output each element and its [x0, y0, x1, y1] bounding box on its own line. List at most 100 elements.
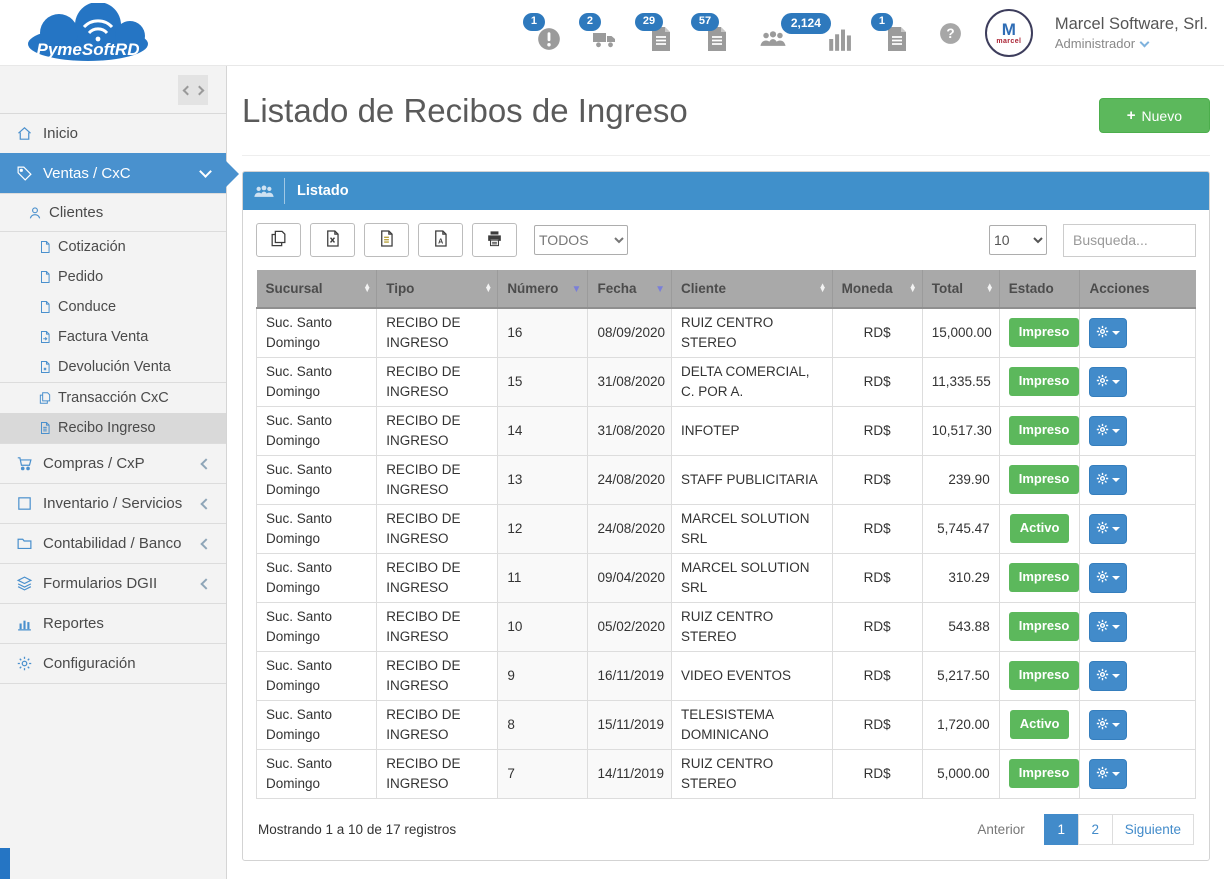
row-actions-button[interactable]: [1089, 513, 1128, 544]
row-actions-button[interactable]: [1089, 464, 1128, 495]
sidebar-item-cotizacion[interactable]: Cotización: [0, 231, 226, 262]
user-menu[interactable]: Marcel Software, Srl. Administrador: [1055, 13, 1208, 53]
cell-estado: Impreso: [998, 307, 1081, 358]
pagination: Anterior 1 2 Siguiente: [965, 813, 1194, 845]
caret-down-icon: [1112, 379, 1121, 384]
print-export-button[interactable]: [472, 223, 517, 257]
page-title: Listado de Recibos de Ingreso: [242, 92, 688, 129]
print-icon: [485, 229, 504, 251]
cell-fecha: 31/08/2020: [587, 356, 673, 407]
filter-select[interactable]: TODOS: [534, 225, 628, 255]
cell-acciones: [1079, 405, 1196, 456]
listado-panel: Listado A TODOS 10 Sucursal ▲▼ Tipo ▲▼ Númer…: [242, 171, 1210, 861]
notification-purchases[interactable]: 2: [578, 13, 618, 52]
cell-cliente: MARCEL SOLUTION SRL: [671, 552, 833, 603]
notification-clients[interactable]: 2,124: [760, 13, 854, 52]
user-company: Marcel Software, Srl.: [1054, 14, 1208, 33]
page-size-select[interactable]: 10: [989, 225, 1047, 255]
cell-tipo: RECIBO DE INGRESO: [376, 650, 499, 701]
row-actions-button[interactable]: [1089, 709, 1128, 740]
layers-icon: [16, 575, 33, 592]
sidebar-item-configuracion[interactable]: Configuración: [0, 643, 226, 684]
sidebar-collapse-button[interactable]: [178, 75, 208, 105]
search-input[interactable]: [1063, 223, 1196, 257]
column-header-tipo[interactable]: Tipo ▲ ▼: [376, 270, 498, 309]
csv-export-button[interactable]: [364, 223, 409, 257]
file-lines-icon: [38, 421, 52, 435]
notification-invoices[interactable]: 57: [690, 13, 730, 52]
sort-icon: ▲ ▼: [908, 280, 917, 295]
cell-numero: 11: [497, 552, 589, 603]
table-row: Suc. Santo Domingo RECIBO DE INGRESO 12 24/…: [255, 503, 1196, 554]
cell-total: 11,335.55: [921, 356, 1000, 407]
column-header-cliente[interactable]: Cliente ▲ ▼: [671, 270, 833, 309]
doc-badge-icon: [704, 26, 730, 52]
sidebar-item-conduce[interactable]: Conduce: [0, 292, 226, 322]
chevron-left-icon: [182, 85, 192, 95]
cell-cliente: VIDEO EVENTOS: [671, 650, 833, 701]
column-label: Estado: [1008, 281, 1054, 296]
sidebar-item-compras-cxp[interactable]: Compras / CxP: [0, 443, 226, 483]
avatar-monogram: M: [1001, 19, 1016, 39]
cell-estado: Impreso: [998, 405, 1081, 456]
gear-white-icon: [1096, 570, 1109, 586]
row-actions-button[interactable]: [1089, 562, 1128, 593]
row-actions-button[interactable]: [1089, 366, 1128, 397]
sidebar-item-label: Reportes: [43, 615, 104, 632]
excel-export-button[interactable]: [310, 223, 355, 257]
table-row: Suc. Santo Domingo RECIBO DE INGRESO 16 08/…: [255, 307, 1196, 358]
excel-icon: [323, 229, 342, 251]
chart-icon: [16, 615, 33, 632]
caret-down-icon: [1112, 477, 1121, 482]
sidebar-item-transaccion-cxc[interactable]: Transacción CxC: [0, 382, 226, 413]
table-row: Suc. Santo Domingo RECIBO DE INGRESO 8 15/1…: [255, 699, 1196, 750]
column-header-numero[interactable]: Número ▼: [497, 270, 588, 309]
cell-tipo: RECIBO DE INGRESO: [376, 405, 499, 456]
sidebar-item-inicio[interactable]: Inicio: [0, 114, 226, 153]
cell-sucursal: Suc. Santo Domingo: [255, 307, 378, 358]
row-actions-button[interactable]: [1089, 758, 1128, 789]
sidebar-item-label: Compras / CxP: [43, 455, 145, 472]
table-row: Suc. Santo Domingo RECIBO DE INGRESO 14 31/…: [255, 405, 1196, 456]
column-header-sucursal[interactable]: Sucursal ▲ ▼: [256, 270, 377, 309]
app-logo[interactable]: PymeSoftRD: [14, 1, 166, 63]
help-icon[interactable]: ?: [938, 21, 963, 46]
sidebar-item-contabilidad-banco[interactable]: Contabilidad / Banco: [0, 523, 226, 563]
row-actions-button[interactable]: [1089, 415, 1128, 446]
row-actions-button[interactable]: [1089, 611, 1128, 642]
pagination-previous[interactable]: Anterior: [965, 815, 1036, 844]
pagination-page-1[interactable]: 1: [1043, 813, 1079, 845]
column-header-fecha[interactable]: Fecha ▼: [587, 270, 672, 309]
chevron-left-icon: [200, 497, 212, 510]
column-header-total[interactable]: Total ▲ ▼: [921, 270, 1000, 309]
sidebar-item-clientes[interactable]: Clientes: [0, 193, 226, 231]
sidebar-item-recibo-ingreso[interactable]: Recibo Ingreso: [0, 413, 226, 443]
gear-white-icon: [1096, 423, 1109, 439]
status-badge: Impreso: [1008, 465, 1079, 494]
notification-receipts[interactable]: 1: [870, 13, 910, 52]
notification-documents[interactable]: 29: [634, 13, 674, 52]
copy-icon: [38, 391, 52, 405]
column-header-moneda[interactable]: Moneda ▲ ▼: [831, 270, 923, 309]
column-header-acciones: Acciones: [1079, 270, 1196, 309]
sidebar-item-formularios-dgii[interactable]: Formularios DGII: [0, 563, 226, 603]
pdf-export-button[interactable]: A: [418, 223, 463, 257]
sidebar-item-inventario-servicios[interactable]: Inventario / Servicios: [0, 483, 226, 523]
sidebar-item-factura-venta[interactable]: Factura Venta: [0, 322, 226, 352]
sidebar-item-ventas-cxc[interactable]: Ventas / CxC: [0, 153, 226, 193]
cell-total: 310.29: [921, 552, 1000, 603]
sidebar-item-devolucion-venta[interactable]: Devolución Venta: [0, 352, 226, 382]
cell-fecha: 05/02/2020: [587, 601, 673, 652]
cell-total: 10,517.30: [921, 405, 1000, 456]
pagination-next[interactable]: Siguiente: [1111, 813, 1194, 845]
new-button[interactable]: + Nuevo: [1098, 98, 1210, 133]
copy-export-button[interactable]: [256, 223, 301, 257]
row-actions-button[interactable]: [1089, 317, 1128, 348]
sidebar-item-reportes[interactable]: Reportes: [0, 603, 226, 643]
sidebar-item-pedido[interactable]: Pedido: [0, 262, 226, 292]
notification-alerts[interactable]: 1: [522, 13, 562, 52]
avatar[interactable]: M marcel: [984, 8, 1033, 57]
row-actions-button[interactable]: [1089, 660, 1128, 691]
pagination-page-2[interactable]: 2: [1077, 813, 1113, 845]
cell-total: 15,000.00: [921, 307, 1000, 358]
